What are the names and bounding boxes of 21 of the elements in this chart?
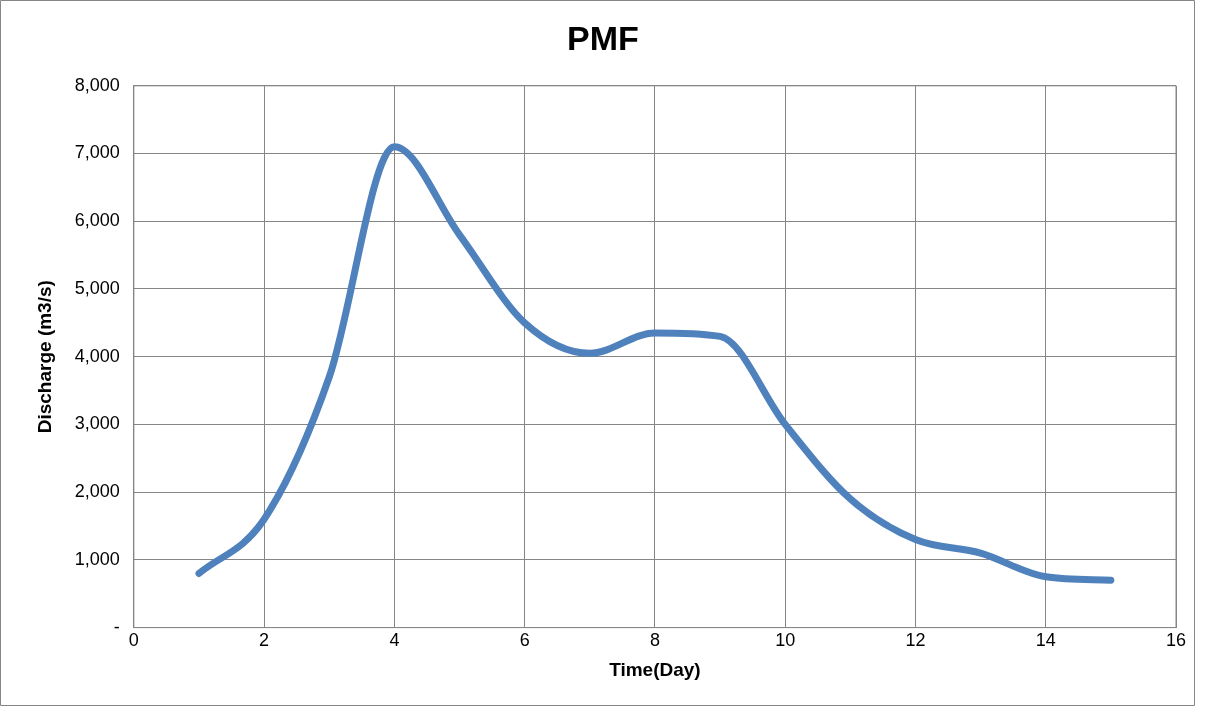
y-tick-label: 6,000 <box>74 210 120 231</box>
y-tick-label: 3,000 <box>74 413 120 434</box>
y-tick-label: 4,000 <box>74 345 120 366</box>
x-tick-label: 14 <box>1035 630 1056 651</box>
x-tick-label: 6 <box>519 630 530 651</box>
y-tick-label: 8,000 <box>74 74 120 95</box>
x-tick-label: 2 <box>259 630 270 651</box>
chart-title: PMF <box>567 18 639 57</box>
y-axis-title: Discharge (m3/s) <box>33 280 55 434</box>
y-tick-label: 1,000 <box>74 548 120 569</box>
x-tick-label: 16 <box>1165 630 1187 651</box>
y-tick-label: 7,000 <box>74 142 120 163</box>
x-tick-label: 8 <box>649 630 660 651</box>
x-tick-label: 10 <box>775 630 796 651</box>
x-axis-title: Time(Day) <box>609 658 701 680</box>
x-tick-label: 0 <box>128 630 139 651</box>
y-tick-label: 5,000 <box>74 277 120 298</box>
y-tick-label: - <box>113 616 120 637</box>
y-tick-label: 2,000 <box>74 481 120 502</box>
x-tick-label: 4 <box>389 630 400 651</box>
x-tick-label: 12 <box>905 630 926 651</box>
